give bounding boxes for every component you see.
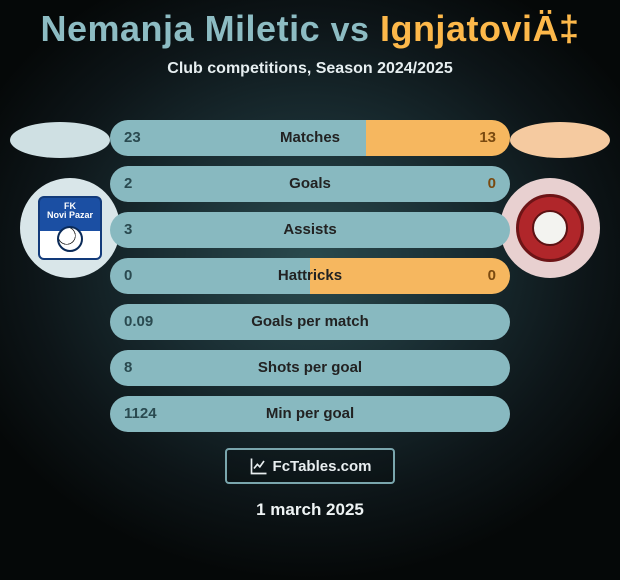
stat-label: Assists bbox=[110, 212, 510, 248]
stat-value-right: 13 bbox=[479, 120, 496, 156]
stat-value-left: 23 bbox=[124, 120, 141, 156]
club2-crest-inner bbox=[532, 210, 568, 246]
player1-name: Nemanja Miletic bbox=[41, 8, 321, 49]
date-label: 1 march 2025 bbox=[0, 500, 620, 520]
stat-row: Min per goal1124 bbox=[110, 396, 510, 432]
club2-crest-icon bbox=[516, 194, 584, 262]
club2-badge bbox=[500, 178, 600, 278]
stat-value-left: 1124 bbox=[124, 396, 157, 432]
club1-badge: FKNovi Pazar bbox=[20, 178, 120, 278]
stat-label: Goals per match bbox=[110, 304, 510, 340]
stat-row: Goals2 0 bbox=[110, 166, 510, 202]
vs-label: vs bbox=[331, 11, 370, 49]
logo-text: FcTables.com bbox=[273, 458, 372, 475]
stat-row: Goals per match0.09 bbox=[110, 304, 510, 340]
stat-row: Assists3 bbox=[110, 212, 510, 248]
stat-value-left: 8 bbox=[124, 350, 132, 386]
stat-label: Min per goal bbox=[110, 396, 510, 432]
subtitle: Club competitions, Season 2024/2025 bbox=[0, 60, 620, 78]
page-title: Nemanja Miletic vs IgnjatoviÄ‡ bbox=[0, 0, 620, 50]
fctables-logo[interactable]: FcTables.com bbox=[225, 448, 395, 484]
stat-row: Shots per goal8 bbox=[110, 350, 510, 386]
player2-name: IgnjatoviÄ‡ bbox=[380, 8, 580, 49]
stat-label: Matches bbox=[110, 120, 510, 156]
stat-label: Shots per goal bbox=[110, 350, 510, 386]
stat-value-right: 0 bbox=[488, 258, 496, 294]
stat-label: Goals bbox=[110, 166, 510, 202]
stat-value-left: 3 bbox=[124, 212, 132, 248]
chart-icon bbox=[249, 456, 269, 476]
stat-row: Hattricks0 0 bbox=[110, 258, 510, 294]
stat-value-left: 0.09 bbox=[124, 304, 153, 340]
player2-photo-placeholder bbox=[510, 122, 610, 158]
club1-crest-icon: FKNovi Pazar bbox=[38, 196, 102, 260]
stat-row: Matches23 13 bbox=[110, 120, 510, 156]
stat-label: Hattricks bbox=[110, 258, 510, 294]
stat-value-left: 0 bbox=[124, 258, 132, 294]
stats-bars: Matches2313Goals20Assists3Hattricks00Goa… bbox=[110, 120, 510, 442]
stat-value-left: 2 bbox=[124, 166, 132, 202]
player1-photo-placeholder bbox=[10, 122, 110, 158]
club1-crest-text: FKNovi Pazar bbox=[47, 202, 93, 220]
stat-value-right: 0 bbox=[488, 166, 496, 202]
soccer-ball-icon bbox=[57, 226, 83, 252]
